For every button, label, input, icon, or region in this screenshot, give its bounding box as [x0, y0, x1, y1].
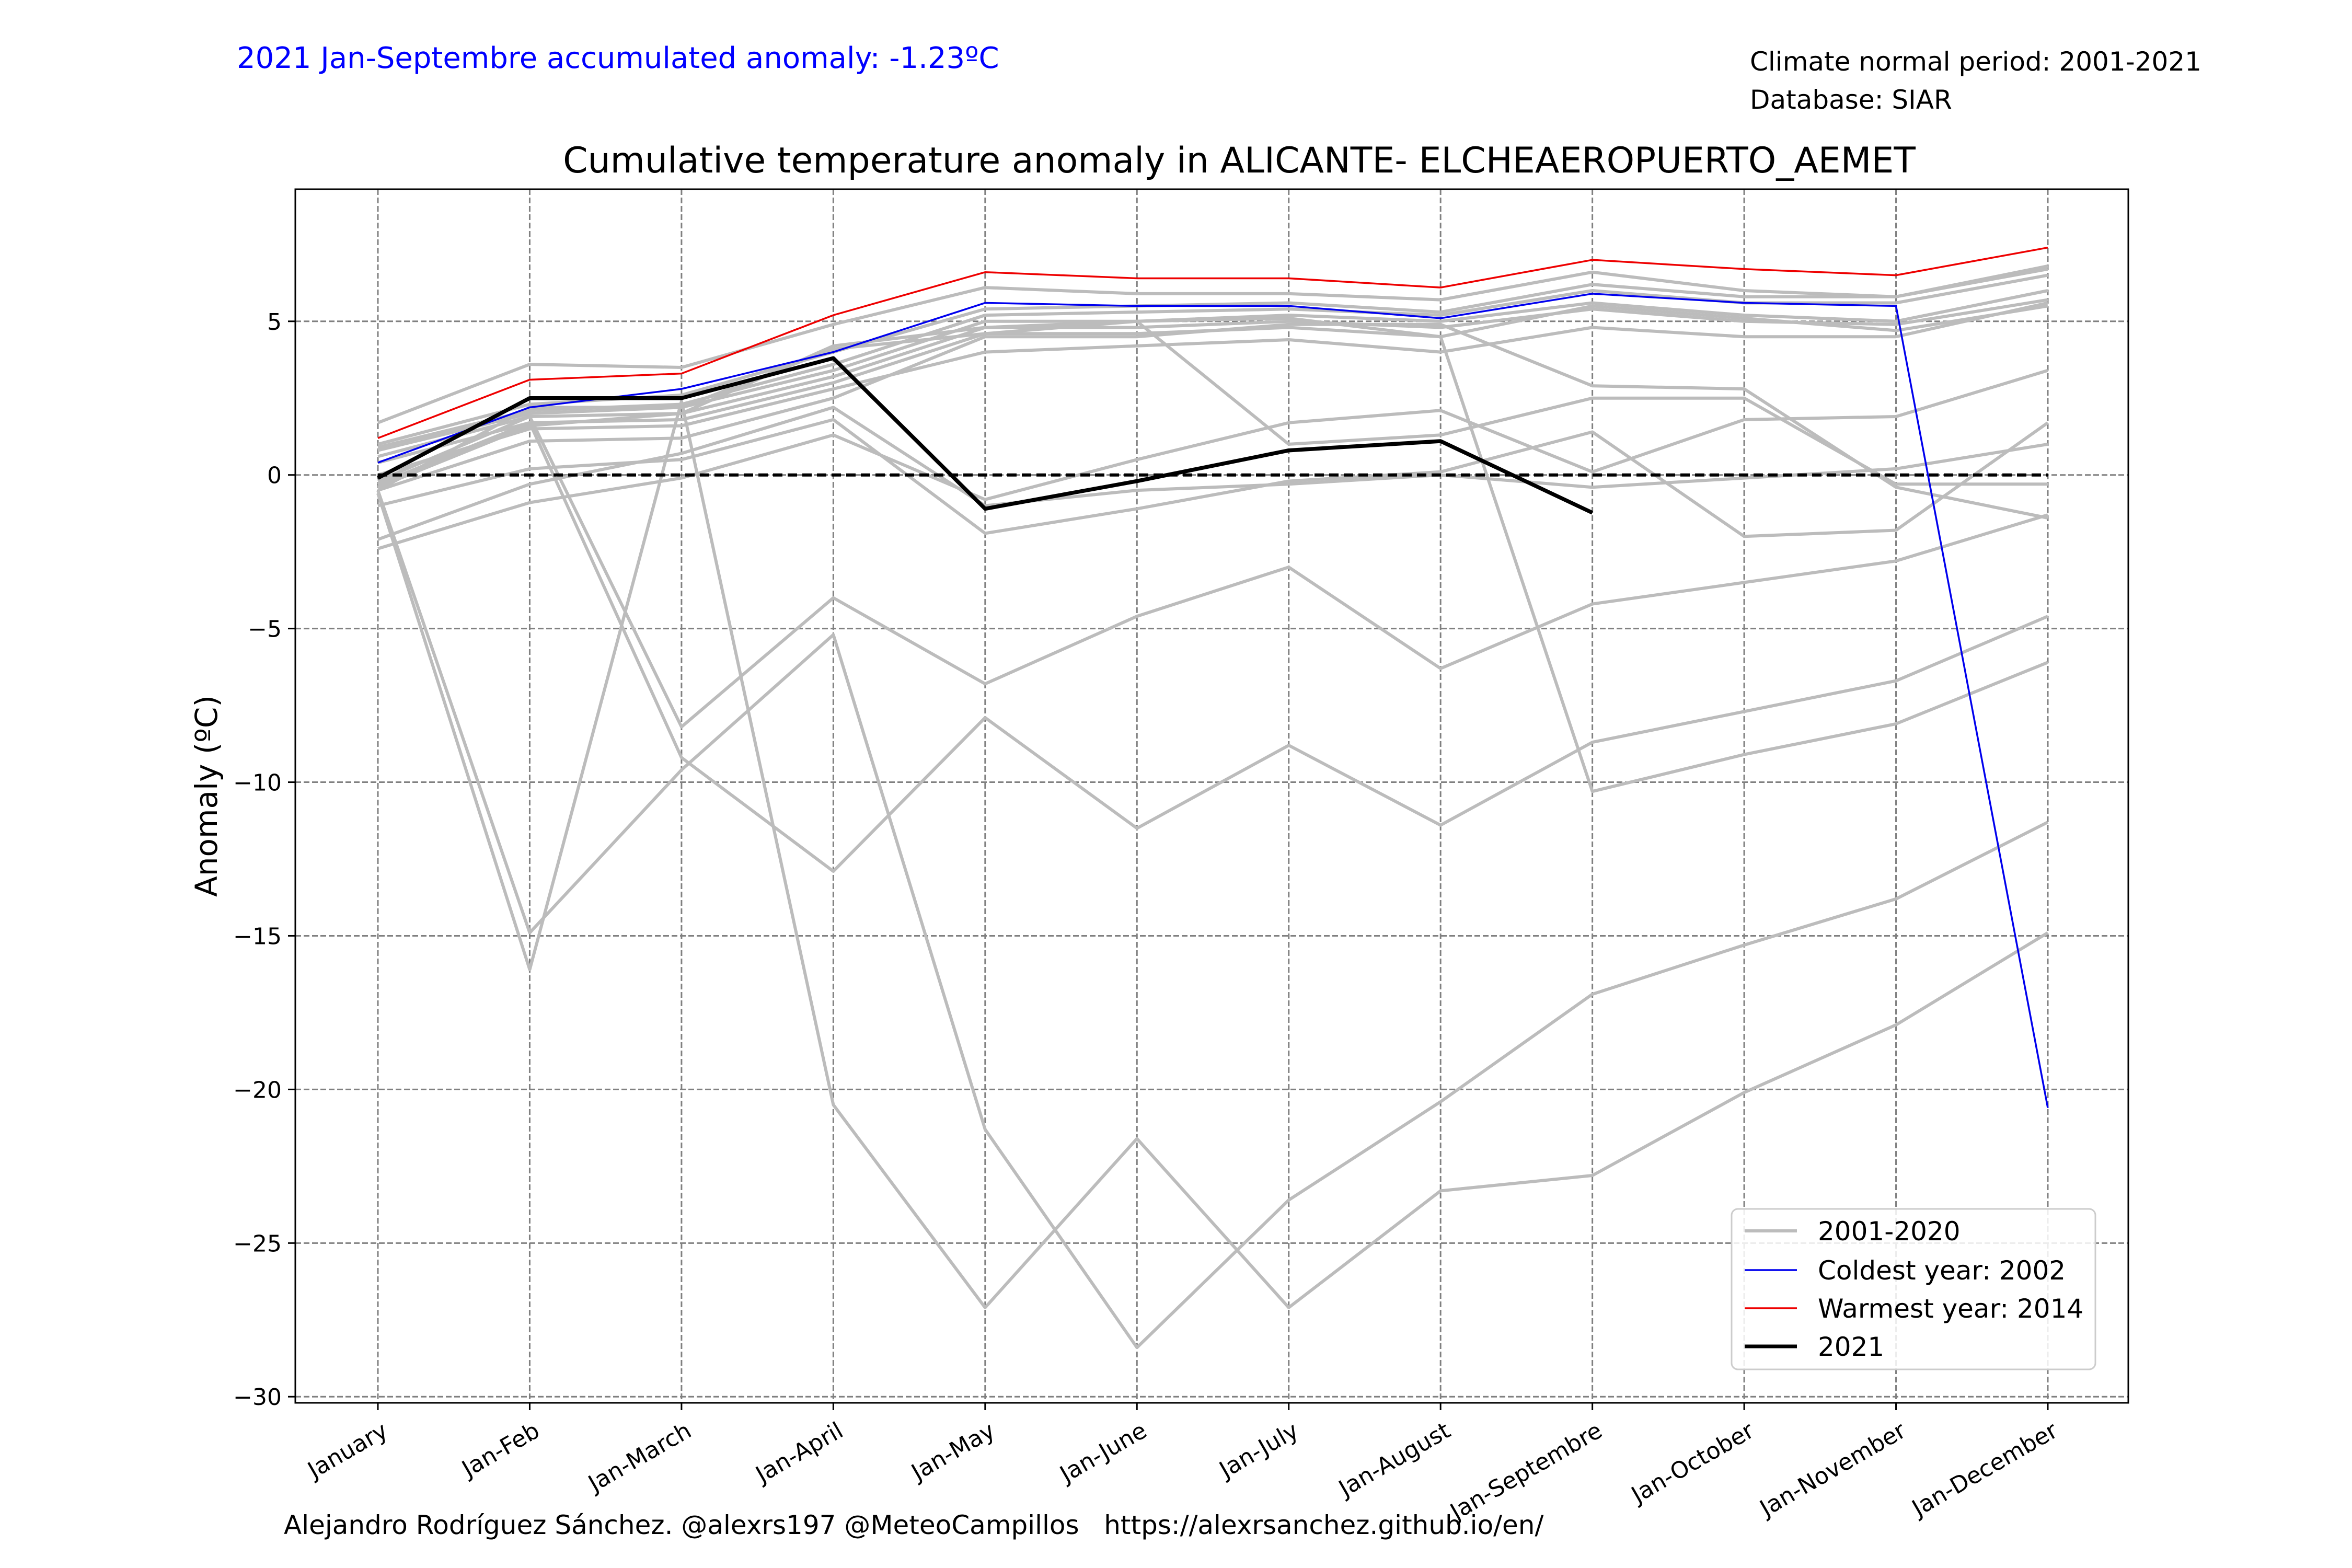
- current-year-line: [377, 356, 1594, 515]
- x-tick-label: Jan-November: [1754, 1417, 1911, 1523]
- x-tick-label: Jan-July: [1214, 1417, 1303, 1484]
- y-tick-label: −15: [233, 923, 282, 950]
- y-tick-label: 5: [267, 309, 282, 336]
- history-series-line: [376, 399, 2049, 1309]
- x-tick-label: Jan-April: [750, 1417, 848, 1489]
- x-tick-label: Jan-Feb: [456, 1417, 544, 1483]
- history-series-line: [377, 319, 2048, 492]
- climate-normal-period-text: Climate normal period: 2001-2021: [1750, 47, 2201, 77]
- author-credit: Alejandro Rodríguez Sánchez. @alexrs197 …: [284, 1510, 1543, 1540]
- y-tick-label: −25: [233, 1230, 282, 1257]
- database-text: Database: SIAR: [1750, 85, 1952, 115]
- series-lines: [376, 246, 2049, 1350]
- warmest-year-line: [377, 246, 2048, 439]
- y-axis-label: Anomaly (ºC): [189, 695, 224, 897]
- history-series-line: [377, 368, 2048, 550]
- accumulated-anomaly-text: 2021 Jan-Septembre accumulated anomaly: …: [237, 41, 999, 75]
- y-ticks: −30 −25 −20 −15 −10 −5 0 5: [233, 309, 295, 1411]
- history-series-line: [376, 490, 2049, 1350]
- y-tick-label: 0: [267, 463, 282, 489]
- history-series-line: [377, 301, 2048, 477]
- legend-label-coldest: Coldest year: 2002: [1818, 1255, 2066, 1286]
- legend: 2001-2020 Coldest year: 2002 Warmest yea…: [1731, 1208, 2096, 1370]
- x-ticks: January Jan-Feb Jan-March Jan-April Jan-May J…: [302, 1403, 2062, 1526]
- legend-label-current: 2021: [1818, 1332, 1884, 1362]
- x-tick-label: Jan-October: [1625, 1417, 1759, 1509]
- history-series-line: [377, 264, 2048, 424]
- history-series-line: [377, 316, 2049, 793]
- coldest-year-line: [377, 293, 2049, 1109]
- history-series-line: [377, 322, 2048, 520]
- legend-label-history: 2001-2020: [1818, 1216, 1961, 1247]
- history-series-line: [377, 418, 2049, 538]
- y-tick-label: −30: [233, 1384, 282, 1411]
- y-tick-label: −5: [248, 616, 282, 643]
- plot-frame: [294, 188, 2129, 1404]
- grid-lines: [295, 189, 2128, 1403]
- history-series-line: [377, 415, 2048, 729]
- y-tick-label: −20: [233, 1077, 282, 1103]
- x-tick-label: Jan-March: [583, 1417, 696, 1498]
- x-tick-label: Jan-May: [906, 1417, 999, 1486]
- x-tick-label: Jan-August: [1333, 1417, 1455, 1503]
- y-tick-label: −10: [233, 770, 282, 797]
- chart-title: Cumulative temperature anomaly in ALICAN…: [563, 140, 1916, 181]
- x-tick-label: January: [302, 1417, 393, 1484]
- legend-label-warmest: Warmest year: 2014: [1818, 1294, 2083, 1324]
- history-series-line: [377, 421, 2049, 873]
- x-tick-label: Jan-June: [1054, 1417, 1151, 1489]
- x-tick-label: Jan-December: [1906, 1417, 2062, 1523]
- legend-box: [1731, 1208, 2096, 1370]
